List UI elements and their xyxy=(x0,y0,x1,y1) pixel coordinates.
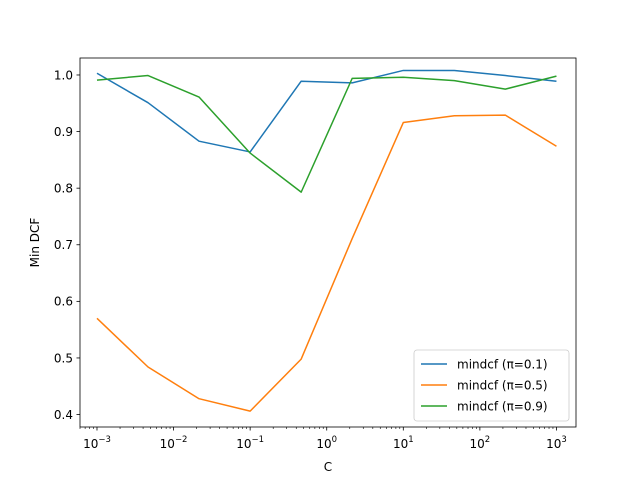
series-line-3 xyxy=(96,74,557,193)
x-tick-label: 10−3 xyxy=(83,435,111,451)
y-tick-label: 0.8 xyxy=(54,181,73,195)
x-tick-label: 101 xyxy=(393,435,414,451)
legend-label: mindcf (π=0.1) xyxy=(457,358,548,372)
x-tick-label: 103 xyxy=(546,435,567,451)
y-tick-label: 0.5 xyxy=(54,351,73,365)
y-tick-label: 1.0 xyxy=(54,68,73,82)
y-tick-label: 0.7 xyxy=(54,238,73,252)
plot-frame xyxy=(79,57,577,428)
series-line-1 xyxy=(96,69,557,153)
x-tick-label: 100 xyxy=(316,435,337,451)
series-line-2 xyxy=(96,114,557,412)
plot-lines xyxy=(96,69,557,412)
legend-label: mindcf (π=0.9) xyxy=(457,400,548,414)
legend-label: mindcf (π=0.5) xyxy=(457,379,548,393)
legend-box xyxy=(413,349,570,422)
legend: mindcf (π=0.1) mindcf (π=0.5) mindcf (π=0.… xyxy=(413,349,570,422)
x-axis: 10−3 10−2 10−1 100 101 102 103 xyxy=(79,427,567,451)
x-tick-label: 102 xyxy=(470,435,491,451)
y-axis-label: Min DCF xyxy=(28,218,42,268)
y-tick-label: 0.9 xyxy=(54,125,73,139)
y-axis: 0.4 0.5 0.6 0.7 0.8 0.9 1.0 xyxy=(54,68,80,422)
x-tick-label: 10−1 xyxy=(236,435,264,451)
x-tick-label: 10−2 xyxy=(160,435,188,451)
x-axis-label: C xyxy=(324,460,332,474)
y-tick-label: 0.4 xyxy=(54,408,73,422)
y-tick-label: 0.6 xyxy=(54,295,73,309)
